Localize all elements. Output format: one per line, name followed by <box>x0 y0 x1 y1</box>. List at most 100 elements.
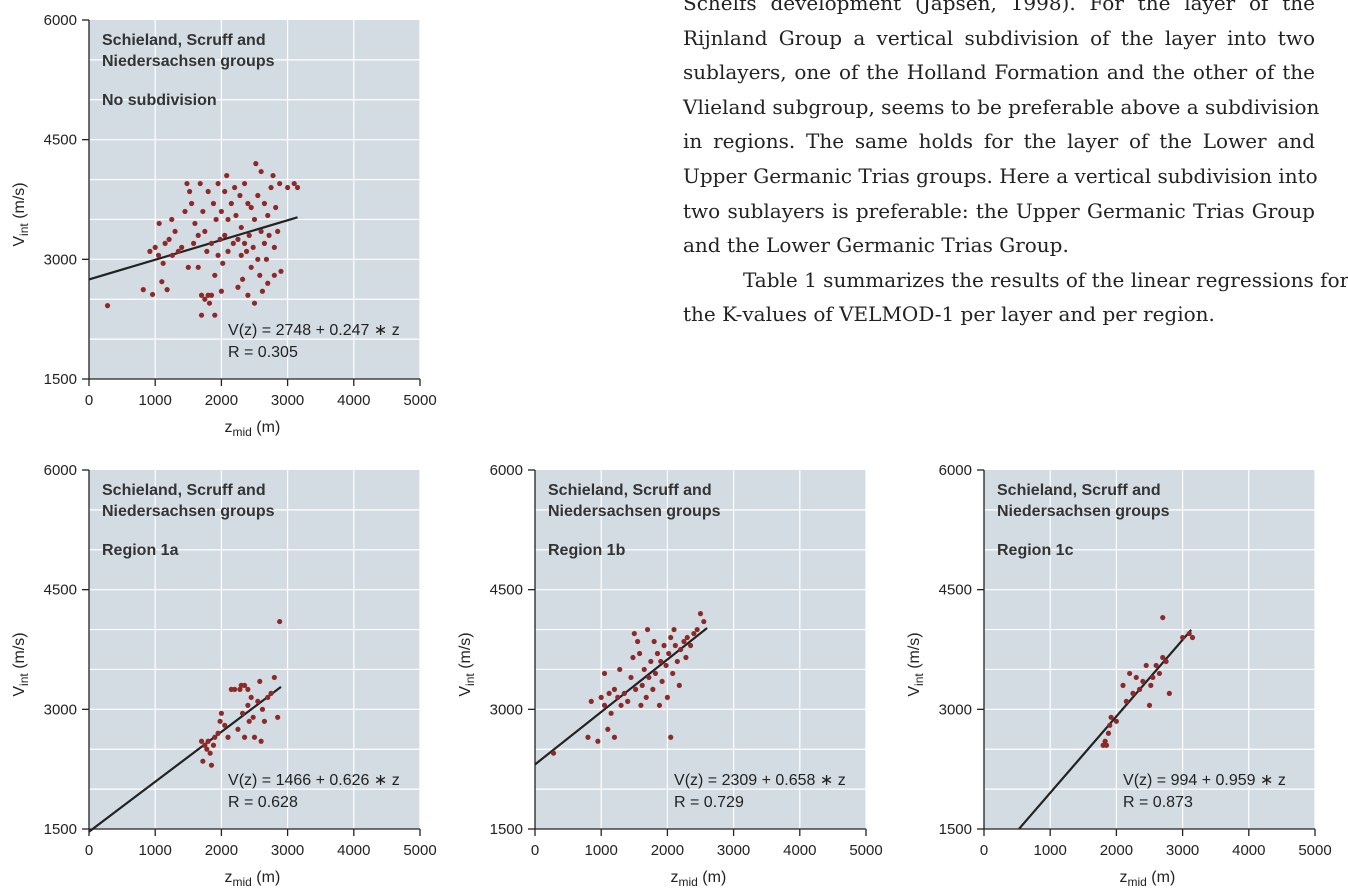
data-point <box>595 738 601 744</box>
data-point <box>248 204 254 211</box>
data-point <box>225 734 231 740</box>
y-tick-label: 3000 <box>44 701 77 718</box>
data-point <box>220 260 226 266</box>
data-point <box>245 702 251 708</box>
x-tick-label: 5000 <box>849 842 882 859</box>
data-point <box>235 236 241 242</box>
data-point <box>245 292 251 298</box>
data-point <box>255 192 261 199</box>
data-point <box>659 678 665 685</box>
data-point <box>691 630 697 637</box>
data-point <box>217 718 223 724</box>
data-point <box>248 694 254 700</box>
data-point <box>241 734 248 740</box>
data-point <box>608 710 614 716</box>
correlation-label: R = 0.628 <box>228 794 298 811</box>
x-tick-label: 4000 <box>337 392 370 409</box>
y-tick-label: 1500 <box>44 371 77 388</box>
data-point <box>210 200 217 207</box>
data-point <box>190 240 197 246</box>
data-point <box>1140 678 1146 685</box>
data-point <box>668 634 674 641</box>
plot-area <box>89 20 420 379</box>
data-point <box>182 208 188 215</box>
data-point <box>172 228 178 235</box>
chart-no-subdivision: 0 1000 2000 3000 4000 5000 1500 3000 4500 6000 zmi… <box>11 12 437 439</box>
y-tick-label: 1500 <box>44 821 77 838</box>
data-point <box>663 662 669 669</box>
data-point <box>208 762 215 768</box>
x-axis-label: zmid (m) <box>1120 869 1176 888</box>
data-point <box>208 240 215 246</box>
plot-area <box>984 470 1315 829</box>
data-point <box>644 626 651 633</box>
data-point <box>625 698 631 704</box>
x-tick-label: 2000 <box>651 842 684 859</box>
plot-area <box>89 470 420 829</box>
data-point <box>152 244 158 250</box>
x-tick-label: 3000 <box>1166 842 1199 859</box>
data-point <box>615 694 621 700</box>
body-text: Schelfs development (Japsen, 1998). For … <box>683 0 1348 332</box>
y-tick-label: 1500 <box>939 821 972 838</box>
data-point <box>687 642 694 649</box>
data-point <box>628 674 634 681</box>
data-point <box>202 296 208 302</box>
data-point <box>192 220 198 227</box>
data-point <box>184 180 190 187</box>
data-point <box>200 758 206 764</box>
data-point <box>166 236 172 242</box>
data-point <box>661 642 667 649</box>
data-point <box>215 180 221 187</box>
data-point <box>207 750 213 756</box>
y-tick-label: 4500 <box>939 582 972 599</box>
y-tick-label: 1500 <box>490 821 523 838</box>
data-point <box>222 232 228 238</box>
text-line: the K-values of VELMOD-1 per layer and p… <box>683 302 1215 327</box>
text-line: Upper Germanic Trias groups. Here a vert… <box>683 163 1318 188</box>
data-point <box>1186 630 1192 637</box>
y-tick-label: 6000 <box>44 12 77 29</box>
text-line: sublayers, one of the Holland Formation … <box>683 60 1315 85</box>
data-point <box>248 264 254 270</box>
data-point <box>273 204 279 211</box>
data-point <box>630 654 636 661</box>
data-point <box>275 714 281 720</box>
data-point <box>175 248 181 254</box>
data-point <box>208 292 215 298</box>
data-point <box>155 252 162 258</box>
data-point <box>666 650 672 657</box>
plot-area <box>535 470 866 829</box>
x-tick-label: 1000 <box>585 842 618 859</box>
data-point <box>250 244 256 250</box>
y-axis-label: Vint (m/s) <box>11 632 31 696</box>
data-point <box>701 618 707 625</box>
regression-equation: V(z) = 2748 + 0.247 ∗ z <box>228 322 400 339</box>
data-point <box>1123 698 1129 704</box>
data-point <box>676 682 682 688</box>
data-point <box>601 670 608 677</box>
y-tick-label: 4500 <box>490 582 523 599</box>
data-point <box>257 272 263 278</box>
data-point <box>159 279 165 285</box>
chart-title: Schieland, Scruff and <box>548 482 712 499</box>
data-point <box>635 638 641 645</box>
data-point <box>164 287 170 293</box>
x-tick-label: 2000 <box>205 842 238 859</box>
x-axis-label: zmid (m) <box>671 869 727 888</box>
data-point <box>277 618 283 625</box>
data-point <box>239 276 246 282</box>
y-tick-label: 6000 <box>490 462 523 479</box>
data-point <box>235 284 241 290</box>
x-tick-label: 4000 <box>783 842 816 859</box>
data-point <box>198 292 205 298</box>
data-point <box>277 180 283 187</box>
data-point <box>251 216 258 223</box>
data-point <box>1136 686 1143 692</box>
data-point <box>1160 614 1166 621</box>
y-axis-label: Vint (m/s) <box>457 632 477 696</box>
x-tick-label: 1000 <box>139 842 172 859</box>
data-point <box>225 248 231 254</box>
data-point <box>259 706 266 712</box>
data-point <box>648 658 654 665</box>
